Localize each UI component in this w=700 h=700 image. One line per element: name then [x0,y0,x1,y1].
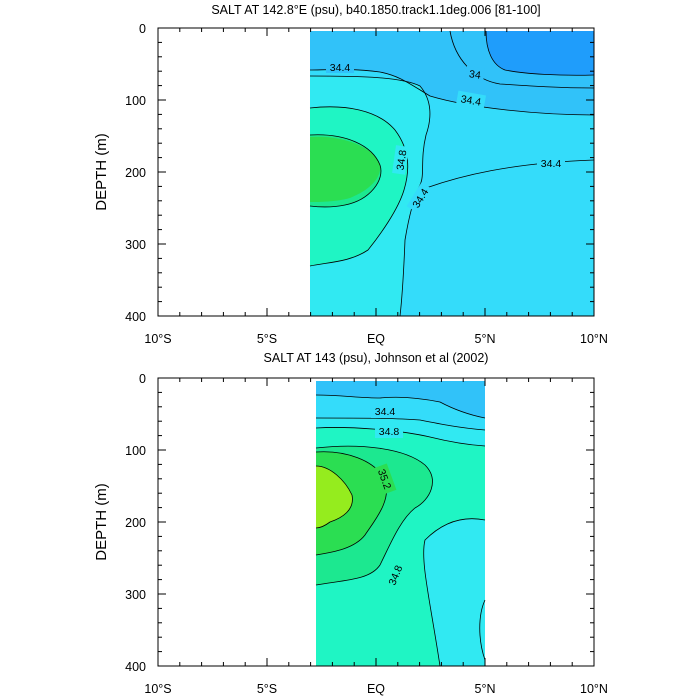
bottom-fill-surface-34-2 [316,381,485,418]
top-contour-label-bg [406,182,433,214]
top-x-tick-label: 10°N [580,332,608,346]
bottom-contour-line [423,518,486,667]
top-contour-line [309,134,382,208]
bottom-contour-field: 34.4 34.8 35.2 34.8 [315,381,486,667]
bottom-y-tick-label: 300 [125,588,146,602]
top-contour-label: 34.4 [541,158,562,170]
bottom-fill-35-4 [316,466,353,528]
top-y-tick-label: 300 [125,238,146,252]
bottom-contour-label-bg [383,559,406,591]
top-title: SALT AT 142.8°E (psu), b40.1850.track1.1… [211,3,540,17]
top-contour-label-bg [465,65,485,82]
top-contour-line [309,106,409,267]
top-fill-35-2 [310,136,381,202]
top-contour-line [485,30,595,76]
top-contour-label-bg [326,60,354,73]
top-contour-line [449,30,595,89]
top-contour-label: 34.8 [395,149,410,171]
top-x-tick-label: 10°S [144,332,171,346]
bottom-y-tick-label: 200 [125,516,146,530]
top-panel: SALT AT 142.8°E (psu), b40.1850.track1.1… [93,3,608,346]
top-contour-label: 34 [468,68,481,82]
bottom-y-tick-label: 100 [125,444,146,458]
bottom-contour-label-bg [371,405,399,418]
bottom-x-tick-label: 5°S [257,682,277,696]
bottom-x-tick-label: 5°N [475,682,496,696]
bottom-x-tick-label: EQ [367,682,385,696]
bottom-x-tick-label: 10°S [144,682,171,696]
bottom-y-axis-label: DEPTH (m) [93,483,110,561]
bottom-contour-lines [315,394,486,667]
top-y-tick-label: 200 [125,166,146,180]
top-axis-ticks [157,27,595,317]
bottom-panel: SALT AT 143 (psu), Johnson et al (2002) [93,351,608,696]
bottom-contour-line [479,599,486,661]
bottom-contour-label-bg [375,425,403,438]
bottom-contour-line [315,417,486,431]
bottom-contour-label: 34.4 [375,406,396,418]
top-contour-line [309,75,431,317]
bottom-contour-line [315,394,486,419]
top-contour-label-bg [456,90,487,109]
top-contour-line [425,159,595,189]
top-x-tick-label: EQ [367,332,385,346]
top-y-axis-label: DEPTH (m) [93,133,110,211]
bottom-y-tick-label: 400 [125,660,146,674]
top-contour-label-bg [392,145,409,175]
top-fill-surface-34 [486,31,594,76]
bottom-contour-label-bg [374,463,397,495]
bottom-contour-line [315,445,433,586]
top-contour-label-bg [537,157,565,170]
bottom-axis-ticks [157,377,595,667]
top-contour-label: 34.4 [330,62,351,74]
top-contour-label: 34.4 [460,93,482,108]
bottom-contour-label: 34.8 [379,426,400,438]
top-contour-field: 34.4 34 34.4 34.8 34.4 34.4 [309,30,595,317]
bottom-title: SALT AT 143 (psu), Johnson et al (2002) [264,351,489,365]
bottom-contour-labels: 34.4 34.8 35.2 34.8 [371,405,406,591]
top-y-tick-label: 0 [139,22,146,36]
top-y-tick-label: 400 [125,310,146,324]
bottom-contour-line [315,451,387,556]
top-x-tick-label: 5°S [257,332,277,346]
top-y-tick-label: 100 [125,94,146,108]
bottom-contour-line [315,427,486,447]
bottom-contour-line [315,465,353,529]
bottom-x-tick-label: 10°N [580,682,608,696]
top-x-tick-label: 5°N [475,332,496,346]
bottom-y-tick-label: 0 [139,372,146,386]
